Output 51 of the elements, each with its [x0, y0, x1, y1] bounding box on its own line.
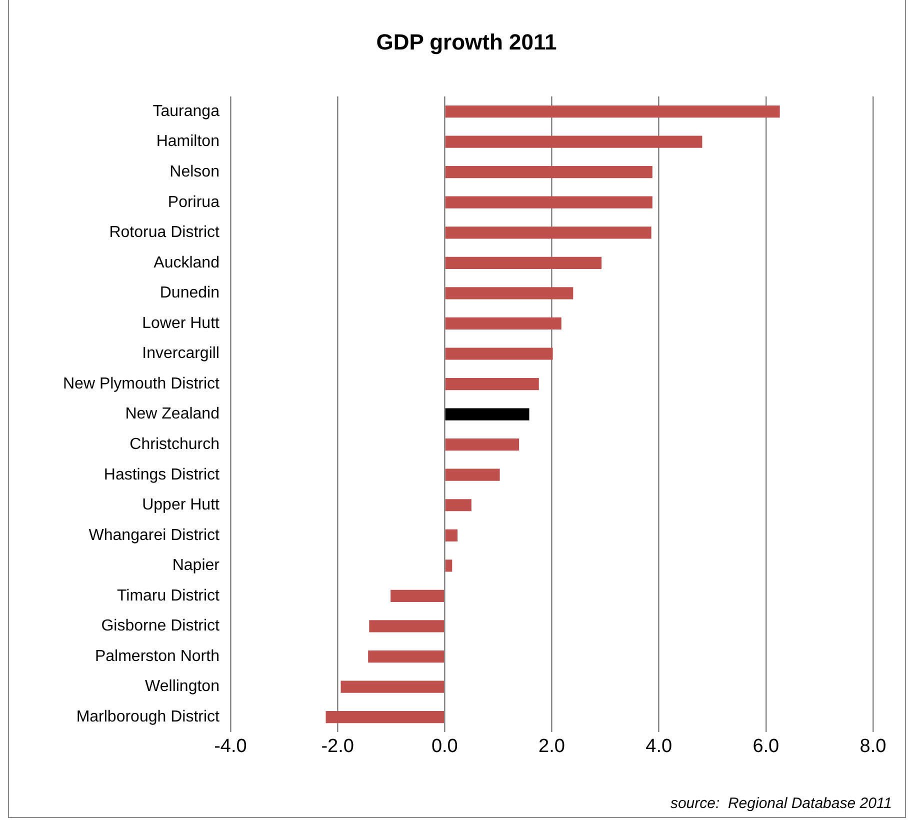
y-tick-label: Palmerston North: [94, 648, 220, 665]
bar: [445, 468, 500, 481]
bar: [445, 408, 530, 420]
y-tick-label: Wellington: [145, 678, 220, 696]
bar: [326, 711, 444, 724]
bar: [390, 590, 444, 602]
y-tick-label: Upper Hutt: [142, 496, 220, 514]
x-tick-label: 2.0: [538, 736, 565, 757]
bar: [445, 287, 574, 300]
bar: [445, 105, 780, 118]
y-tick-label: New Plymouth District: [62, 375, 220, 392]
x-tick-label: 8.0: [860, 736, 886, 757]
x-tick-label: 0.0: [431, 736, 458, 757]
y-tick-label: Rotorua District: [109, 224, 220, 242]
bar: [445, 348, 553, 360]
bar: [445, 499, 472, 512]
y-tick-label: Hamilton: [156, 133, 220, 150]
y-tick-label: New Zealand: [125, 406, 220, 423]
source-note: source: Regional Database 2011: [670, 795, 892, 812]
y-tick-label: Christchurch: [130, 436, 220, 453]
chart-title: GDP growth 2011: [376, 29, 557, 54]
bar: [369, 620, 444, 632]
x-tick-label: 4.0: [646, 736, 672, 757]
y-tick-label: Hastings District: [104, 466, 220, 484]
y-tick-label: Napier: [172, 557, 220, 574]
bar: [368, 650, 444, 663]
bar: [445, 136, 702, 148]
bar: [445, 529, 458, 542]
bar: [445, 256, 602, 269]
bar: [445, 438, 520, 451]
y-tick-label: Porirua: [168, 194, 220, 211]
bar: [445, 166, 652, 178]
y-tick-label: Timaru District: [116, 587, 220, 604]
y-tick-label: Marlborough District: [76, 708, 220, 726]
x-tick-label: -2.0: [321, 736, 354, 757]
bar: [445, 196, 652, 208]
x-tick-label: 6.0: [752, 736, 780, 757]
y-tick-label: Tauranga: [152, 102, 220, 120]
y-tick-label: Auckland: [154, 254, 220, 272]
bar: [340, 680, 444, 693]
bar: [445, 226, 652, 239]
y-tick-label: Dunedin: [160, 284, 220, 302]
bar: [445, 560, 452, 572]
bar: [445, 317, 562, 330]
y-tick-label: Lower Hutt: [142, 314, 220, 332]
x-tick-label: -4.0: [214, 736, 247, 757]
y-tick-label: Invercargill: [142, 345, 220, 362]
bar: [445, 378, 539, 390]
y-tick-label: Gisborne District: [101, 618, 220, 635]
y-tick-label: Nelson: [170, 163, 220, 180]
y-tick-label: Whangarei District: [88, 526, 220, 544]
